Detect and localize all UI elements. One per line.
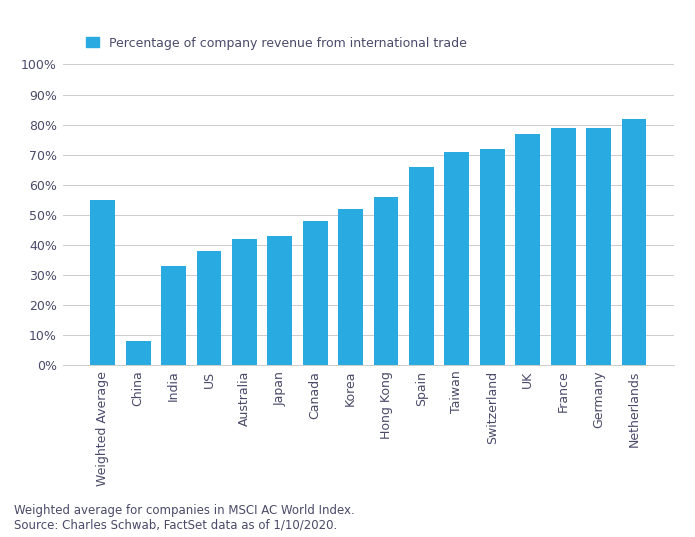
Bar — [90, 200, 115, 365]
Bar — [550, 128, 575, 365]
Bar — [586, 128, 611, 365]
Bar — [480, 149, 505, 365]
Bar — [621, 119, 646, 365]
Bar — [197, 251, 222, 365]
Legend: Percentage of company revenue from international trade: Percentage of company revenue from inter… — [81, 32, 471, 55]
Bar — [374, 197, 398, 365]
Bar — [515, 134, 540, 365]
Text: Weighted average for companies in MSCI AC World Index.
Source: Charles Schwab, F: Weighted average for companies in MSCI A… — [14, 504, 354, 532]
Bar — [338, 209, 363, 365]
Bar — [268, 236, 292, 365]
Bar — [126, 341, 151, 365]
Bar — [232, 239, 256, 365]
Bar — [445, 151, 469, 365]
Bar — [161, 266, 186, 365]
Bar — [409, 166, 434, 365]
Bar — [303, 221, 327, 365]
